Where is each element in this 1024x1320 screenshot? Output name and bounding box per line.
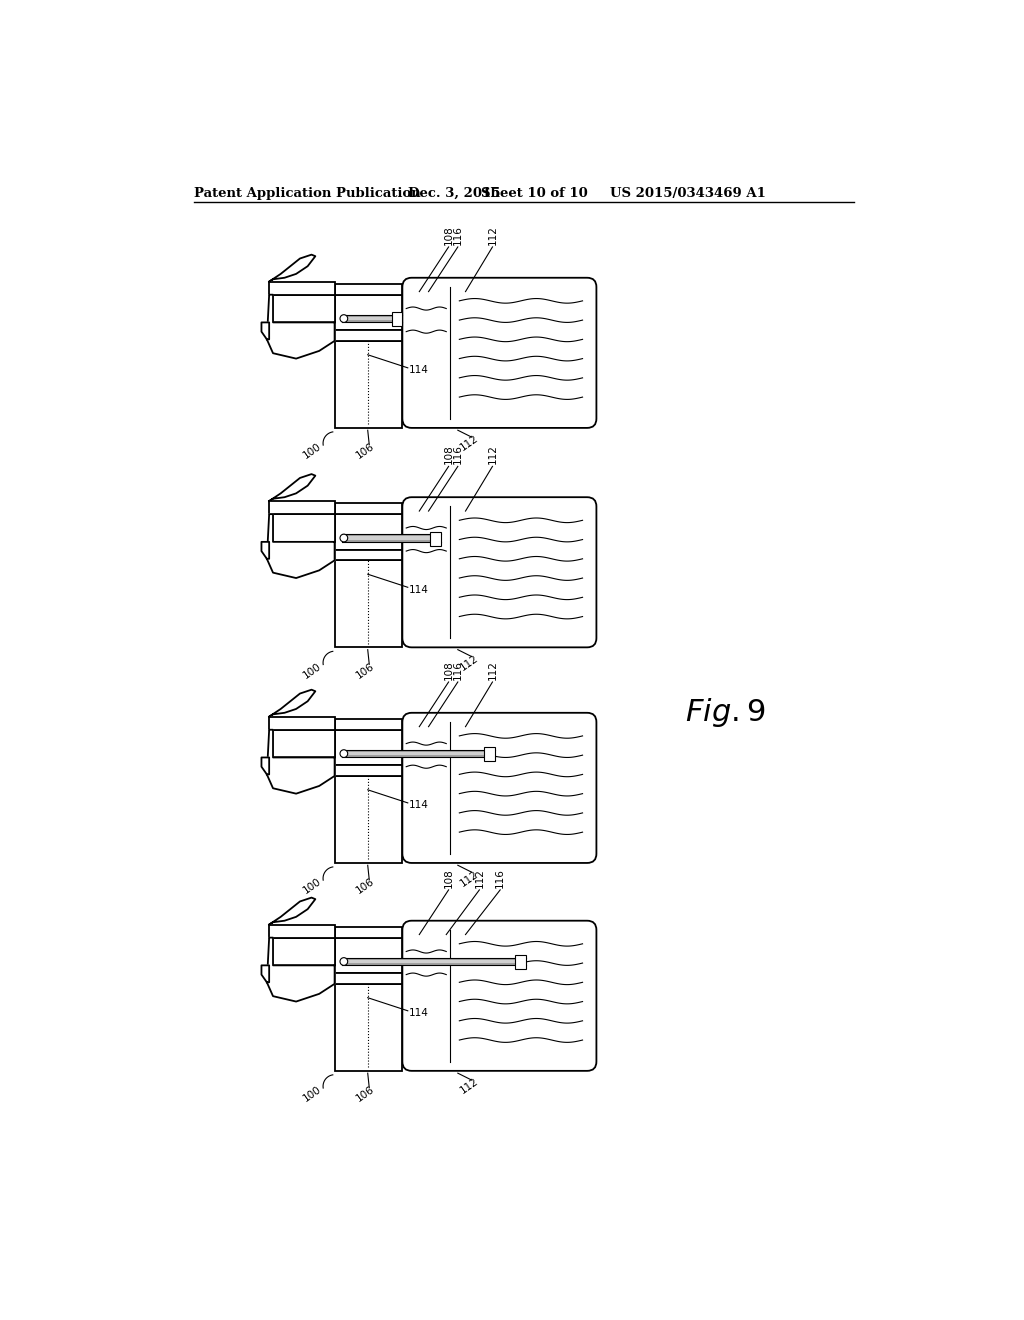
Bar [348,317,391,321]
Bar [342,958,525,965]
Text: 114: 114 [410,1008,429,1018]
Text: 112: 112 [474,867,484,887]
Bar [269,924,335,937]
Bar [348,536,430,540]
Bar [348,960,515,964]
Text: Sheet 10 of 10: Sheet 10 of 10 [481,187,588,199]
FancyBboxPatch shape [402,277,596,428]
Bar [335,337,402,341]
Circle shape [340,958,348,965]
Bar [335,294,402,330]
Text: 112: 112 [459,1076,480,1096]
Polygon shape [269,898,315,924]
Text: $\it{Fig. 9}$: $\it{Fig. 9}$ [685,697,765,729]
Text: 112: 112 [459,653,480,673]
Text: 100: 100 [301,876,323,896]
Bar [273,294,335,322]
Text: 108: 108 [443,445,454,465]
Bar [515,956,525,969]
Bar [335,719,402,730]
Bar [335,771,402,776]
Text: 106: 106 [354,876,377,896]
Bar [335,927,402,937]
Text: 116: 116 [453,224,463,244]
Text: Dec. 3, 2015: Dec. 3, 2015 [408,187,501,199]
Bar [342,314,402,322]
Text: 112: 112 [487,224,498,244]
Bar [335,979,402,983]
Bar [335,549,402,561]
Text: 108: 108 [443,660,454,680]
Bar [269,281,335,294]
Bar [484,747,495,762]
Bar [335,515,402,549]
Text: 116: 116 [496,867,505,887]
FancyBboxPatch shape [402,713,596,863]
Text: 114: 114 [410,366,429,375]
Bar [269,502,335,515]
Polygon shape [267,515,335,578]
Bar [273,937,335,965]
Bar [335,284,402,294]
Text: Patent Application Publication: Patent Application Publication [195,187,421,199]
Bar [335,776,402,863]
Bar [335,766,402,776]
Polygon shape [267,937,335,1002]
Bar [391,313,402,326]
Text: 116: 116 [453,445,463,465]
Polygon shape [269,255,315,281]
Text: 106: 106 [354,661,377,680]
Bar [335,330,402,341]
Text: 108: 108 [443,867,454,887]
Polygon shape [267,294,335,359]
Bar [342,535,441,543]
Circle shape [340,314,348,322]
Polygon shape [261,322,269,339]
Text: 114: 114 [410,800,429,810]
Text: 112: 112 [487,445,498,465]
Text: 106: 106 [354,1084,377,1104]
Bar [342,750,495,758]
Polygon shape [269,474,315,502]
Bar [335,973,402,983]
Bar [335,341,402,428]
Circle shape [340,750,348,758]
Bar [335,937,402,973]
Text: 112: 112 [487,660,498,680]
Polygon shape [261,543,269,558]
Text: 100: 100 [301,441,323,461]
Text: 116: 116 [453,660,463,680]
FancyBboxPatch shape [402,921,596,1071]
Bar [335,561,402,647]
Bar [335,730,402,766]
Text: 100: 100 [301,1084,323,1104]
Bar [348,752,484,755]
Text: 106: 106 [354,441,377,461]
Bar [335,983,402,1071]
Bar [273,730,335,758]
Bar [335,503,402,515]
Polygon shape [261,965,269,982]
Bar [269,717,335,730]
Circle shape [340,535,348,543]
Bar [335,556,402,561]
Text: 100: 100 [301,661,323,680]
Text: 112: 112 [459,869,480,888]
Text: 108: 108 [443,224,454,244]
Polygon shape [261,758,269,775]
Text: 114: 114 [410,585,429,594]
Polygon shape [267,730,335,793]
Polygon shape [269,689,315,717]
Bar [430,532,441,545]
FancyBboxPatch shape [402,498,596,647]
Text: US 2015/0343469 A1: US 2015/0343469 A1 [609,187,765,199]
Bar [273,515,335,543]
Text: 112: 112 [459,433,480,453]
